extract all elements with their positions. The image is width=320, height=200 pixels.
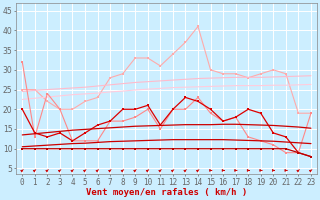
- X-axis label: Vent moyen/en rafales ( km/h ): Vent moyen/en rafales ( km/h ): [86, 188, 247, 197]
